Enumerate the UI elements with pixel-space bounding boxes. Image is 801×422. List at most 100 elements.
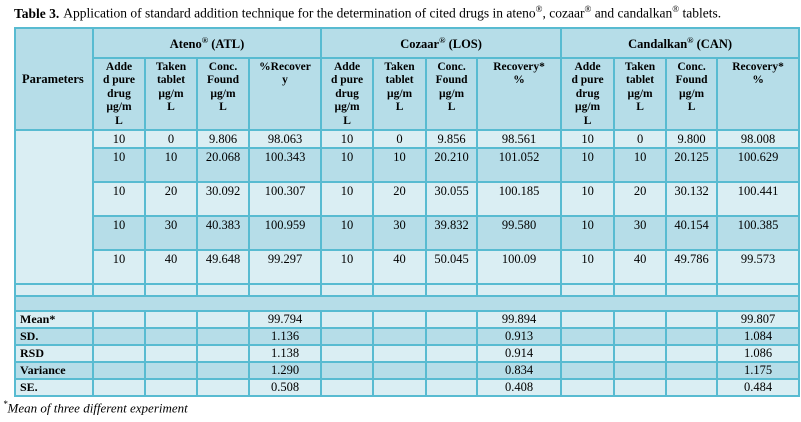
standard-addition-table: Parameters Ateno® (ATL) Cozaar® (LOS) Ca… (13, 26, 801, 397)
can-se-value: 0.484 (716, 377, 801, 397)
can-conc-cell: 30.132 (665, 180, 719, 217)
can-added-cell: 10 (560, 180, 616, 217)
los-taken-cell: 30 (372, 214, 428, 251)
los-conc-cell: 20.210 (425, 146, 479, 183)
empty-cell (320, 343, 375, 363)
empty-cell (196, 377, 250, 397)
los-added-cell: 10 (320, 128, 375, 149)
atl-recovery-cell: 100.307 (247, 180, 323, 217)
empty-cell (613, 282, 668, 297)
stat-row-se: SE. 0.508 0.408 0.484 (14, 377, 801, 397)
group-abbr: (LOS) (445, 36, 482, 51)
can-taken-cell: 20 (613, 180, 668, 217)
registered-mark: ® (672, 4, 680, 14)
los-added-cell: 10 (320, 180, 375, 217)
atl-taken-cell: 20 (144, 180, 198, 217)
group-abbr: (ATL) (208, 36, 245, 51)
group-abbr: (CAN) (693, 36, 733, 51)
los-rsd-value: 0.914 (476, 343, 563, 363)
can-taken-cell: 0 (613, 128, 668, 149)
empty-cell (144, 360, 198, 380)
atl-conc-cell: 49.648 (196, 248, 250, 285)
los-added-header: Adde d pure drug µg/m L (320, 56, 375, 131)
empty-cell (665, 282, 719, 297)
can-recovery-cell: 100.441 (716, 180, 801, 217)
empty-cell (665, 326, 719, 346)
can-added-header: Adde d pure drug µg/m L (560, 56, 616, 131)
empty-cell (92, 343, 146, 363)
empty-cell (372, 360, 428, 380)
registered-mark: ® (687, 34, 694, 45)
empty-cell (613, 326, 668, 346)
can-recovery-cell: 99.573 (716, 248, 801, 285)
empty-cell (14, 282, 94, 297)
can-conc-header: Conc. Found µg/m L (665, 56, 719, 131)
parameters-header: Parameters (14, 26, 94, 131)
footnote-marker: * (3, 398, 8, 409)
spacer-row (13, 294, 801, 312)
empty-cell (425, 360, 479, 380)
registered-mark: ® (535, 4, 543, 14)
empty-cell (196, 343, 250, 363)
empty-cell (92, 309, 146, 329)
atl-variance-value: 1.290 (247, 360, 323, 380)
caption-text-4: tablets. (679, 5, 722, 21)
atl-sd-value: 1.136 (247, 326, 323, 346)
group-header-ateno: Ateno® (ATL) (91, 26, 323, 59)
empty-cell (372, 377, 428, 397)
empty-cell (372, 343, 428, 363)
group-name: Candalkan (628, 36, 688, 51)
los-variance-value: 0.834 (476, 360, 563, 380)
empty-cell (665, 360, 719, 380)
empty-cell (372, 326, 428, 346)
empty-cell (716, 282, 801, 297)
atl-added-cell: 10 (92, 146, 146, 183)
can-taken-cell: 30 (613, 214, 668, 251)
los-recovery-cell: 99.580 (476, 214, 563, 251)
can-recovery-header: Recovery* % (716, 56, 801, 131)
empty-cell (92, 360, 146, 380)
empty-cell (560, 326, 616, 346)
atl-recovery-cell: 98.063 (247, 128, 323, 149)
group-header-cozaar: Cozaar® (LOS) (320, 26, 563, 59)
atl-taken-cell: 10 (144, 146, 198, 183)
empty-cell (560, 309, 616, 329)
group-name: Ateno (169, 36, 202, 51)
can-mean-value: 99.807 (716, 309, 801, 329)
stat-row-rsd: RSD 1.138 0.914 1.086 (14, 343, 801, 363)
los-added-cell: 10 (320, 146, 375, 183)
empty-cell (425, 343, 479, 363)
empty-cell (613, 309, 668, 329)
los-taken-cell: 0 (372, 128, 428, 149)
empty-cell (144, 377, 198, 397)
can-variance-value: 1.175 (716, 360, 801, 380)
atl-added-cell: 10 (92, 180, 146, 217)
data-row: 10 20 30.092 100.307 10 20 30.055 100.18… (15, 180, 801, 217)
atl-rsd-value: 1.138 (247, 343, 323, 363)
data-row: 10 0 9.806 98.063 10 0 9.856 98.561 10 0… (14, 128, 801, 285)
empty-cell (92, 377, 146, 397)
los-recovery-cell: 101.052 (476, 146, 563, 183)
atl-conc-cell: 20.068 (196, 146, 250, 183)
los-added-cell: 10 (320, 248, 375, 285)
los-recovery-cell: 98.561 (476, 128, 563, 149)
empty-cell (476, 282, 563, 297)
can-taken-cell: 40 (613, 248, 668, 285)
los-recovery-cell: 100.09 (476, 248, 563, 285)
empty-cell (144, 282, 198, 297)
los-conc-cell: 39.832 (425, 214, 479, 251)
atl-conc-cell: 40.383 (196, 214, 250, 251)
group-header-candalkan: Candalkan® (CAN) (560, 26, 801, 59)
atl-conc-cell: 9.806 (196, 128, 250, 149)
spacer-band (13, 294, 801, 312)
data-row: 10 40 49.648 99.297 10 40 50.045 100.09 … (15, 248, 801, 285)
table-footnote: *Mean of three different experiment (3, 399, 801, 416)
empty-cell (665, 377, 719, 397)
stat-row-mean: Mean* 99.794 99.894 99.807 (14, 309, 801, 329)
los-sd-value: 0.913 (476, 326, 563, 346)
data-row: 10 30 40.383 100.959 10 30 39.832 99.580… (15, 214, 801, 251)
empty-cell (613, 377, 668, 397)
atl-added-header: Adde d pure drug µg/m L (92, 56, 146, 131)
atl-taken-cell: 40 (144, 248, 198, 285)
caption-text-1: Application of standard addition techniq… (63, 5, 536, 21)
